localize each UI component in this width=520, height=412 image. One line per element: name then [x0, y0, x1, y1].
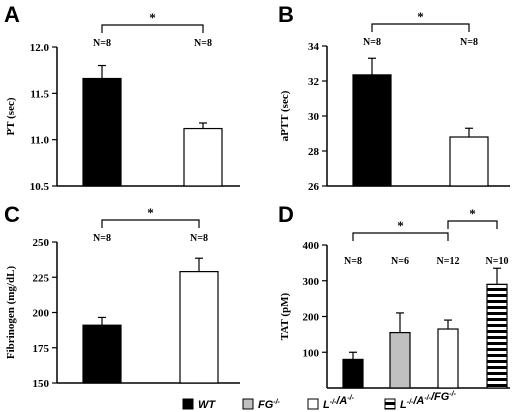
n-label: N=10: [486, 256, 509, 267]
bar-0: [82, 324, 122, 384]
significance-bracket: [371, 23, 470, 32]
panel-d: D 100 200 300 400 TAT (pM) N=8 N=6 N=12 N=10 * *: [278, 202, 510, 389]
panel-letter: D: [278, 202, 294, 227]
n-label: N=8: [460, 37, 478, 48]
y-tick-label: 300: [303, 276, 320, 288]
panel-a: A 10.5 11.0 11.5 12.0 PT (sec) N=8 N=8 *: [4, 2, 240, 193]
bar-1: [179, 271, 219, 384]
y-tick-label: 32: [308, 76, 320, 88]
y-axis-label: TAT (pM): [279, 292, 291, 340]
y-tick-label: 100: [303, 347, 320, 359]
y-tick-label: 225: [33, 272, 50, 284]
bar-1: [183, 127, 223, 187]
significance-star: *: [397, 218, 404, 233]
n-label: N=8: [194, 38, 212, 49]
significance-star: *: [149, 10, 156, 25]
y-tick-label: 26: [308, 181, 320, 193]
y-tick-label: 250: [33, 237, 50, 249]
y-tick-label: 30: [308, 111, 320, 123]
y-tick-label: 11.5: [30, 88, 49, 100]
legend-label: L-/-/A-/-/FG-/-: [400, 391, 457, 411]
bar-0: [342, 358, 364, 389]
panel-c: C 150 175 200 225 250 Fibrinogen (mg/dL) N=8 N=8…: [4, 202, 240, 390]
y-tick-label: 150: [33, 378, 50, 390]
y-tick-label: 175: [33, 343, 50, 355]
bar-1: [449, 136, 489, 187]
legend-label: FG-/-: [258, 399, 281, 411]
bar-2: [437, 328, 459, 389]
legend-label: L-/-/A-/-: [323, 395, 355, 411]
significance-bracket: [352, 232, 449, 241]
significance-bracket: [101, 219, 200, 228]
n-label: N=8: [93, 233, 111, 244]
significance-star: *: [417, 9, 424, 24]
legend-swatch: [307, 398, 319, 410]
n-label: N=8: [190, 233, 208, 244]
y-axis-label: aPTT (sec): [279, 90, 291, 141]
significance-bracket: [101, 24, 204, 33]
panel-b: B 26 28 30 32 34 aPTT (sec) N=8 N=8 *: [278, 2, 510, 193]
y-axis-label: Fibrinogen (mg/dL): [5, 266, 17, 360]
bar-0: [82, 77, 122, 187]
significance-star: *: [147, 205, 154, 220]
y-tick-label: 11.0: [30, 135, 49, 147]
bar-0: [352, 74, 392, 187]
n-label: N=8: [363, 37, 381, 48]
y-tick-label: 400: [303, 240, 320, 252]
panel-letter: C: [4, 202, 20, 227]
panel-letter: B: [278, 2, 294, 27]
legend-swatch: [384, 398, 396, 410]
y-tick-label: 200: [33, 308, 50, 320]
y-tick-label: 28: [308, 146, 320, 158]
legend-label: WT: [198, 399, 216, 411]
legend: WT FG-/- L-/-/A-/- L-/-/A-/-/FG-/-: [182, 391, 457, 411]
bar-3: [486, 283, 508, 389]
panel-letter: A: [4, 2, 20, 27]
n-label: N=12: [437, 256, 460, 267]
significance-bracket: [447, 220, 498, 229]
n-label: N=8: [93, 38, 111, 49]
y-tick-label: 10.5: [30, 181, 50, 193]
y-tick-label: 200: [303, 312, 320, 324]
y-tick-label: 34: [308, 41, 320, 53]
y-axis-label: PT (sec): [5, 97, 17, 135]
significance-star: *: [469, 206, 476, 221]
y-tick-label: 12.0: [30, 42, 50, 54]
n-label: N=6: [391, 256, 409, 267]
legend-swatch: [182, 398, 194, 410]
bar-1: [389, 331, 411, 389]
n-label: N=8: [344, 256, 362, 267]
legend-swatch: [242, 398, 254, 410]
